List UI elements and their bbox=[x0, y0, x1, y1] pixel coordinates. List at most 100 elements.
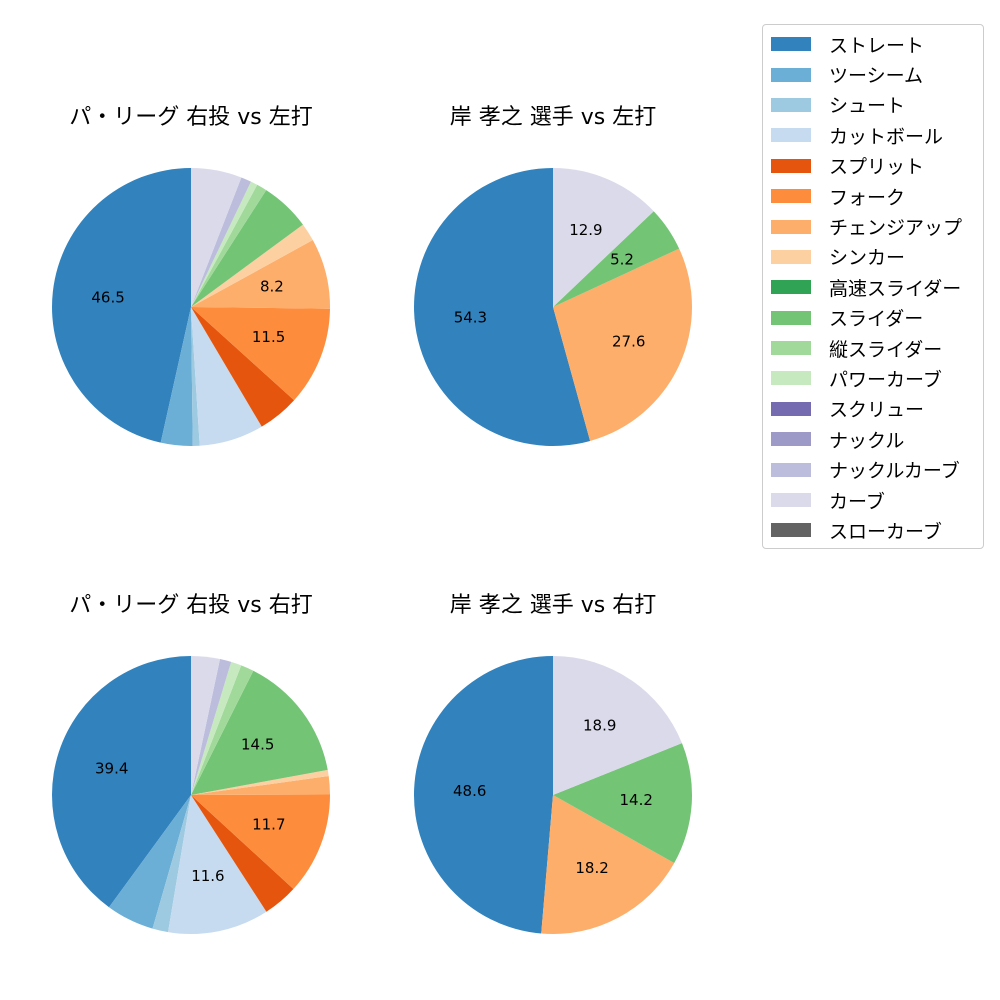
pie-slice bbox=[553, 211, 680, 307]
pie-chart-4: 岸 孝之 選手 vs 右打 48.6 18.2 14.2 18.9 bbox=[413, 593, 693, 935]
pie-chart-1: パ・リーグ 右投 vs 左打 46.5 11.5 8.2 bbox=[52, 105, 331, 447]
pie-slice bbox=[191, 224, 313, 307]
pie-title: パ・リーグ 右投 vs 右打 bbox=[69, 593, 312, 618]
legend: ストレートツーシームシュート カットボールスプリットフォークチェンジアップ シンカー… bbox=[762, 24, 984, 549]
pie-slice bbox=[191, 307, 200, 446]
pie-slice bbox=[553, 656, 682, 795]
legend-swatch bbox=[771, 432, 811, 447]
pie-slice bbox=[191, 656, 221, 795]
legend-item: カットボール bbox=[763, 120, 983, 150]
legend-item: 縦スライダー bbox=[763, 333, 983, 363]
legend-swatch bbox=[771, 523, 811, 538]
legend-item: カーブ bbox=[763, 485, 983, 515]
legend-label: スローカーブ bbox=[829, 520, 942, 543]
pie-slice bbox=[191, 794, 331, 889]
pie-slice bbox=[191, 769, 329, 795]
legend-item: スローカーブ bbox=[763, 515, 983, 545]
legend-item: パワーカーブ bbox=[763, 363, 983, 393]
legend-item: シンカー bbox=[763, 242, 983, 272]
pie-slice bbox=[109, 795, 191, 929]
legend-swatch bbox=[771, 67, 811, 82]
legend-label: チェンジアップ bbox=[829, 217, 963, 240]
legend-swatch bbox=[771, 97, 811, 112]
slice-value-label: 39.4 bbox=[95, 760, 128, 778]
legend-swatch bbox=[771, 371, 811, 386]
slice-value-label: 14.5 bbox=[241, 736, 274, 754]
legend-swatch bbox=[771, 462, 811, 477]
slice-value-label: 14.2 bbox=[619, 791, 652, 809]
legend-swatch bbox=[771, 219, 811, 234]
pie-slice bbox=[553, 168, 654, 307]
pie-slice bbox=[52, 168, 191, 443]
legend-swatch bbox=[771, 401, 811, 416]
pie-slice bbox=[191, 307, 262, 446]
legend-item: スプリット bbox=[763, 151, 983, 181]
pie-slice bbox=[168, 795, 267, 935]
pie-chart-3: パ・リーグ 右投 vs 右打 39.4 11.6 11.7 14.5 bbox=[52, 593, 331, 935]
pie-title: パ・リーグ 右投 vs 左打 bbox=[69, 105, 312, 130]
slice-value-label: 46.5 bbox=[91, 288, 124, 306]
legend-swatch bbox=[771, 189, 811, 204]
legend-label: フォーク bbox=[829, 186, 906, 209]
slice-value-label: 11.6 bbox=[191, 867, 224, 885]
legend-label: ツーシーム bbox=[829, 65, 924, 88]
slice-value-label: 11.7 bbox=[252, 816, 285, 834]
pie-slice bbox=[191, 184, 267, 307]
pie-slice bbox=[553, 743, 693, 863]
pie-slice bbox=[191, 240, 331, 309]
pie-slice bbox=[52, 656, 191, 908]
slice-value-label: 5.2 bbox=[610, 251, 634, 269]
pie-slice bbox=[191, 776, 330, 795]
legend-label: スクリュー bbox=[829, 399, 925, 422]
legend-label: カーブ bbox=[829, 490, 885, 513]
legend-item: ナックルカーブ bbox=[763, 454, 983, 484]
pie-title: 岸 孝之 選手 vs 左打 bbox=[450, 105, 656, 130]
legend-item: フォーク bbox=[763, 181, 983, 211]
legend-swatch bbox=[771, 341, 811, 356]
legend-label: シンカー bbox=[829, 247, 906, 270]
legend-swatch bbox=[771, 128, 811, 143]
legend-label: スプリット bbox=[829, 156, 925, 179]
legend-label: 縦スライダー bbox=[829, 338, 943, 361]
pie-slice bbox=[414, 168, 591, 446]
legend-item: ストレート bbox=[763, 29, 983, 59]
legend-label: スライダー bbox=[829, 308, 924, 331]
legend-item: ツーシーム bbox=[763, 59, 983, 89]
legend-swatch bbox=[771, 280, 811, 295]
legend-label: ナックルカーブ bbox=[829, 460, 960, 483]
pie-slice bbox=[191, 670, 328, 795]
legend-swatch bbox=[771, 249, 811, 264]
slice-value-label: 11.5 bbox=[252, 328, 285, 346]
slice-value-label: 48.6 bbox=[453, 782, 486, 800]
legend-swatch bbox=[771, 310, 811, 325]
legend-item: 高速スライダー bbox=[763, 272, 983, 302]
pie-slice bbox=[191, 661, 242, 795]
pie-slice bbox=[191, 307, 330, 401]
pie-slice bbox=[191, 659, 232, 795]
pie-slice bbox=[541, 795, 675, 935]
legend-label: ナックル bbox=[829, 429, 905, 452]
pie-slice bbox=[191, 665, 254, 795]
legend-swatch bbox=[771, 158, 811, 173]
pie-chart-2: 岸 孝之 選手 vs 左打 54.3 27.6 5.2 12.9 bbox=[414, 105, 692, 446]
legend-item: スライダー bbox=[763, 303, 983, 333]
legend-label: シュート bbox=[829, 95, 906, 118]
slice-value-label: 18.9 bbox=[583, 716, 616, 734]
legend-item: シュート bbox=[763, 90, 983, 120]
legend-label: パワーカーブ bbox=[829, 368, 942, 391]
pie-slice bbox=[413, 656, 553, 934]
pie-slice bbox=[553, 248, 692, 441]
pie-slice bbox=[191, 168, 242, 307]
pie-title: 岸 孝之 選手 vs 右打 bbox=[450, 593, 656, 618]
legend-label: 高速スライダー bbox=[829, 277, 962, 300]
slice-value-label: 54.3 bbox=[454, 309, 487, 327]
slice-value-label: 8.2 bbox=[260, 277, 284, 295]
pie-slice bbox=[191, 307, 295, 427]
legend-item: チェンジアップ bbox=[763, 211, 983, 241]
pie-slice bbox=[191, 795, 294, 912]
legend-item: スクリュー bbox=[763, 394, 983, 424]
legend-label: ストレート bbox=[829, 34, 925, 57]
pie-slice bbox=[191, 177, 251, 307]
pie-slice bbox=[160, 307, 193, 447]
